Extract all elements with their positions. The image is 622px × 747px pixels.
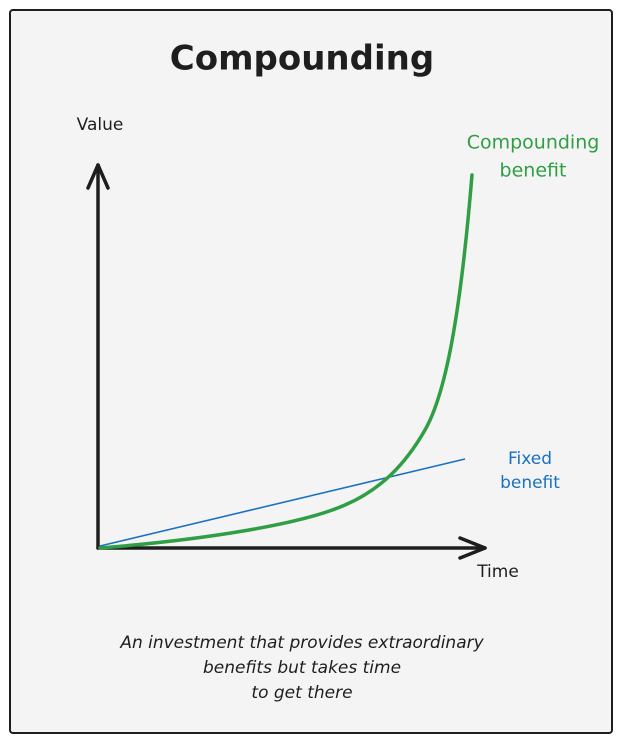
caption-line: An investment that provides extraordinar…	[119, 633, 484, 653]
fixed-line	[99, 458, 466, 547]
caption-line: to get there	[251, 683, 352, 703]
frame	[9, 9, 613, 734]
y-arrow	[86, 163, 110, 190]
y-axis-label: Value	[77, 115, 124, 135]
compounding-curve	[98, 173, 474, 550]
title: Compounding	[170, 39, 434, 79]
curve-label: benefit	[500, 160, 567, 182]
caption-line: benefits but takes time	[203, 658, 401, 678]
curve-label: benefit	[500, 473, 560, 493]
curve-label: Fixed	[508, 449, 552, 469]
x-arrow	[458, 536, 487, 560]
x-axis-label: Time	[476, 562, 519, 582]
curve-label: Compounding	[467, 132, 600, 154]
axes	[86, 163, 487, 560]
